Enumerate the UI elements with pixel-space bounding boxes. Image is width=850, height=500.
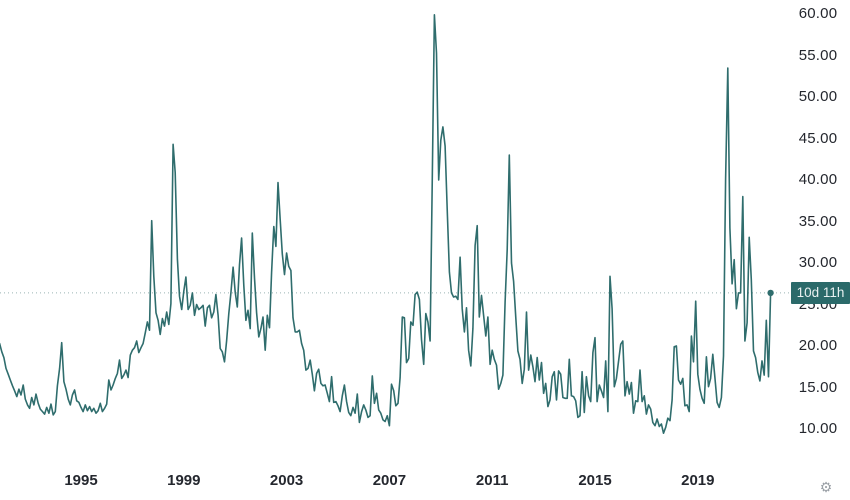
last-price-marker xyxy=(767,289,774,297)
time-axis-label: 2015 xyxy=(578,472,612,489)
price-axis-label: 20.00 xyxy=(798,337,838,354)
price-axis-label: 45.00 xyxy=(798,129,838,147)
gear-icon[interactable]: ⚙ xyxy=(816,477,836,497)
time-axis-label: 2011 xyxy=(475,472,509,489)
price-axis-label: 50.00 xyxy=(798,88,838,105)
price-axis-label: 35.00 xyxy=(798,212,838,230)
bar-close-countdown-badge[interactable]: 10d 11h xyxy=(791,281,850,304)
time-axis-label: 1995 xyxy=(64,472,98,489)
time-axis[interactable]: 1995 1999 2003 2007 2011 2015 2019 xyxy=(0,470,850,500)
price-axis[interactable]: 60.00 55.00 50.00 45.00 40.00 35.00 30.00 25.00… xyxy=(788,0,850,500)
time-axis-label: 2003 xyxy=(269,472,304,489)
gear-glyph: ⚙ xyxy=(819,478,833,495)
price-axis-label: 60.00 xyxy=(798,5,838,22)
price-axis-label: 15.00 xyxy=(798,378,838,396)
price-axis-label: 10.00 xyxy=(798,420,838,437)
countdown-label: 10d 11h xyxy=(796,284,845,300)
time-axis-label: 2019 xyxy=(681,472,715,489)
time-axis-label: 2007 xyxy=(372,472,407,489)
price-axis-label: 55.00 xyxy=(798,46,838,64)
time-axis-label: 1999 xyxy=(167,472,201,489)
price-axis-label: 40.00 xyxy=(798,171,838,188)
price-axis-label: 30.00 xyxy=(798,254,838,271)
price-line-series xyxy=(0,14,772,434)
